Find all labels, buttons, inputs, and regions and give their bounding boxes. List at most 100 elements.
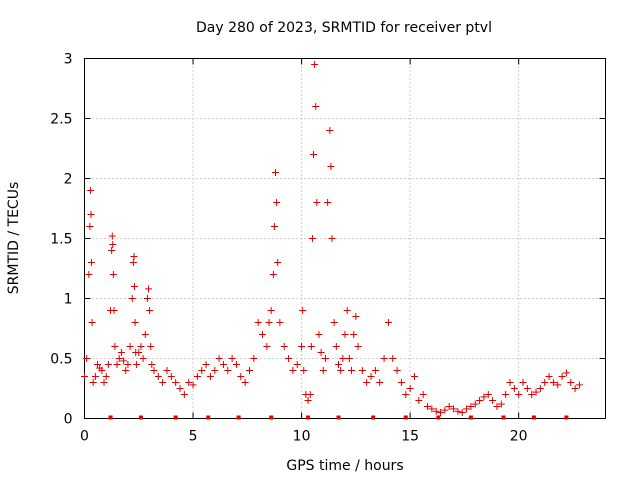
- baseline-marker: [269, 415, 274, 420]
- data-point: [115, 355, 123, 362]
- data-point: [237, 373, 245, 380]
- data-point: [270, 223, 278, 230]
- data-point: [143, 295, 151, 302]
- data-point: [571, 385, 579, 392]
- data-point: [389, 355, 397, 362]
- y-tick-label: 0.5: [50, 352, 72, 368]
- data-point: [450, 405, 458, 413]
- data-point: [384, 319, 392, 326]
- data-point: [83, 355, 91, 362]
- data-point: [312, 103, 320, 110]
- data-point: [126, 343, 134, 350]
- data-point: [332, 343, 340, 350]
- data-point: [326, 127, 334, 134]
- data-point: [471, 400, 479, 408]
- data-point: [211, 367, 219, 374]
- data-point: [215, 355, 223, 362]
- data-point: [122, 367, 130, 374]
- data-point: [371, 367, 379, 374]
- data-point: [224, 367, 232, 374]
- data-point: [154, 373, 162, 380]
- x-axis-title: GPS time / hours: [286, 458, 403, 474]
- data-point: [124, 361, 132, 368]
- data-point: [109, 271, 117, 278]
- data-point: [245, 367, 253, 374]
- y-tick-label: 2.5: [50, 112, 72, 128]
- x-tick-label: 10: [293, 429, 311, 445]
- data-point: [131, 319, 139, 326]
- data-point: [145, 285, 153, 293]
- data-point: [98, 367, 106, 374]
- data-point: [327, 163, 335, 170]
- baseline-marker: [468, 415, 473, 420]
- data-point: [519, 379, 527, 386]
- data-point: [350, 331, 358, 338]
- data-point: [502, 391, 510, 398]
- data-point: [254, 319, 262, 326]
- data-point: [130, 253, 138, 260]
- data-point: [81, 373, 88, 380]
- baseline-marker: [436, 415, 441, 420]
- data-point: [484, 391, 492, 398]
- data-point: [319, 367, 327, 374]
- data-point: [104, 361, 112, 368]
- data-point: [293, 361, 301, 368]
- data-point: [419, 391, 427, 398]
- baseline-marker: [336, 415, 341, 420]
- data-point: [380, 355, 388, 362]
- data-point: [219, 361, 227, 368]
- data-point: [567, 379, 575, 386]
- data-point: [397, 379, 405, 386]
- baseline-marker: [371, 415, 376, 420]
- data-point: [330, 319, 338, 326]
- y-tick-label: 0: [64, 412, 73, 428]
- grid-lines: [84, 58, 606, 419]
- data-point: [85, 271, 93, 278]
- data-point: [202, 361, 210, 368]
- data-point: [232, 361, 240, 368]
- data-point: [317, 349, 325, 356]
- data-point: [117, 349, 125, 356]
- data-point: [328, 235, 336, 242]
- data-point: [458, 409, 466, 416]
- y-tick-label: 1.5: [50, 232, 72, 248]
- baseline-marker: [403, 415, 408, 420]
- data-point: [358, 367, 366, 374]
- baseline-marker: [236, 415, 241, 420]
- data-point: [324, 199, 332, 206]
- baseline-markers: [108, 415, 569, 420]
- data-point: [87, 259, 95, 266]
- data-point: [137, 343, 145, 350]
- data-point: [274, 259, 282, 266]
- data-point: [130, 283, 138, 290]
- data-point: [441, 406, 449, 414]
- data-point: [528, 391, 536, 398]
- data-point: [276, 319, 284, 326]
- data-point: [113, 361, 121, 368]
- data-point: [337, 367, 345, 374]
- x-tick-labels: 0 5 10 15 20: [80, 429, 528, 445]
- data-point: [100, 379, 108, 386]
- baseline-marker: [531, 415, 536, 420]
- data-point: [393, 367, 401, 374]
- data-point: [148, 361, 156, 368]
- data-point: [259, 331, 267, 338]
- data-point: [506, 379, 514, 386]
- data-point: [159, 379, 167, 386]
- data-point: [146, 307, 154, 314]
- data-point: [108, 247, 116, 254]
- x-tick-label: 0: [80, 429, 89, 445]
- data-point: [108, 232, 116, 240]
- x-tick-label: 5: [189, 429, 198, 445]
- data-point: [376, 379, 384, 386]
- data-point: [241, 379, 249, 386]
- data-point: [454, 407, 462, 415]
- data-point: [250, 355, 258, 362]
- data-point: [315, 331, 323, 338]
- data-point: [109, 241, 117, 248]
- data-point: [86, 223, 94, 230]
- data-point: [94, 361, 102, 368]
- data-point: [285, 355, 293, 362]
- data-point: [541, 379, 549, 386]
